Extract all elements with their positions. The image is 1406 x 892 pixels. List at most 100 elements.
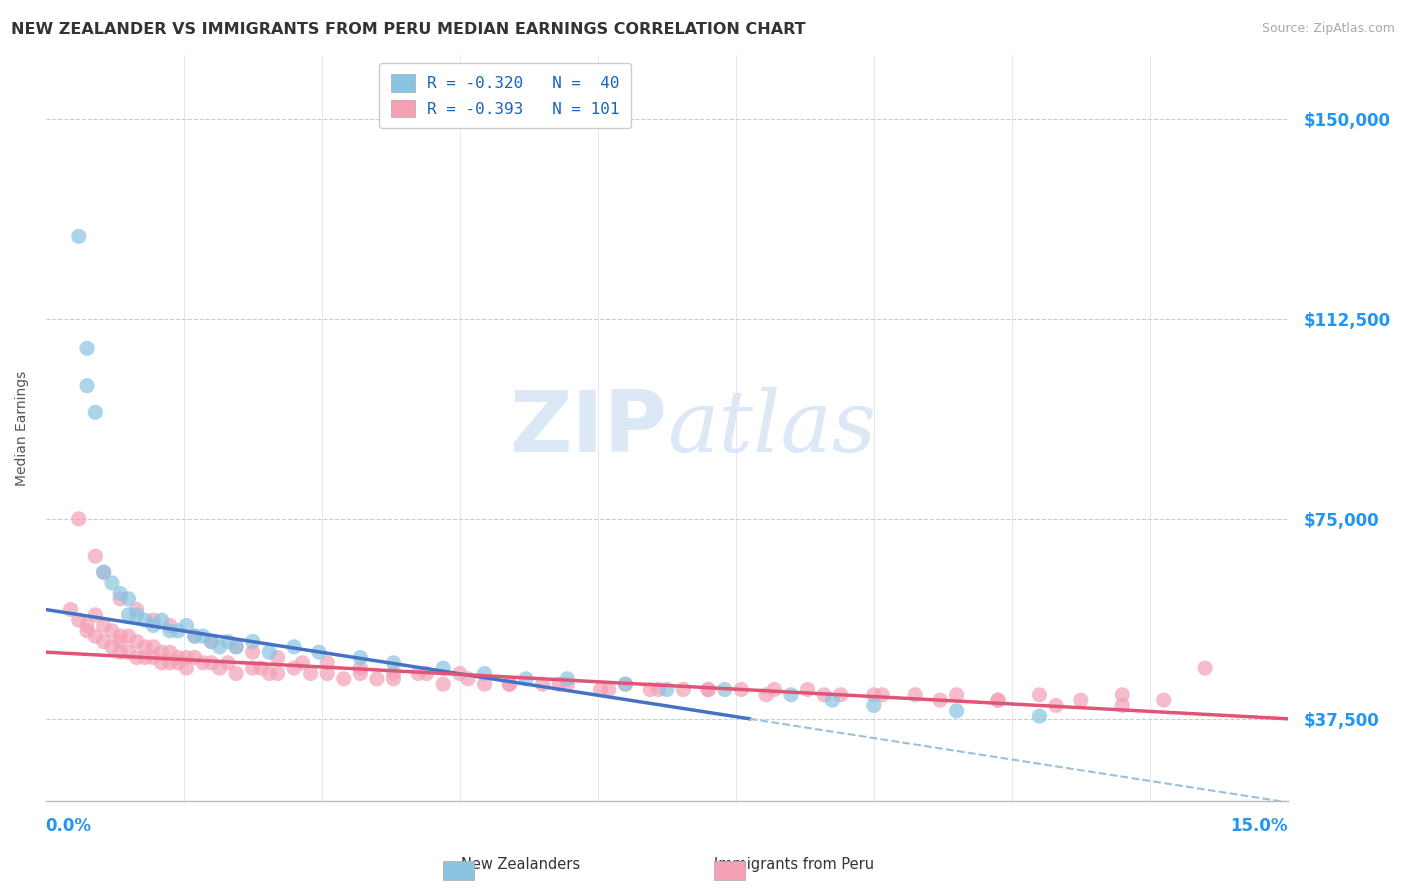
Point (76, 341, 98, 355)
Text: Immigrants from Peru: Immigrants from Peru (714, 857, 875, 872)
Point (498, 677, 520, 691)
Point (108, 634, 131, 648)
Point (67, 512, 90, 526)
Point (142, 613, 165, 627)
Point (242, 645, 264, 659)
Point (382, 672, 405, 686)
Point (93, 618, 115, 632)
Point (200, 634, 222, 648)
Point (142, 650, 165, 665)
Point (84, 549, 107, 564)
Point (259, 645, 281, 659)
Point (134, 650, 156, 665)
Point (531, 677, 554, 691)
Point (108, 586, 131, 600)
Point (291, 656, 314, 670)
Point (1153, 693, 1175, 707)
Point (266, 666, 288, 681)
Point (598, 682, 620, 697)
Point (225, 640, 247, 654)
Point (557, 677, 579, 691)
Text: 15.0%: 15.0% (1230, 817, 1288, 835)
Text: atlas: atlas (666, 387, 876, 469)
Point (242, 634, 264, 648)
Point (713, 682, 735, 697)
Point (283, 661, 305, 675)
Point (655, 682, 678, 697)
Point (76, 624, 98, 638)
Point (870, 688, 893, 702)
Point (101, 624, 124, 638)
Point (308, 645, 330, 659)
Point (200, 634, 222, 648)
Point (150, 645, 173, 659)
Point (159, 656, 181, 670)
Point (316, 666, 339, 681)
FancyBboxPatch shape (714, 861, 745, 880)
Text: New Zealanders: New Zealanders (461, 857, 579, 872)
Point (191, 629, 214, 643)
Point (167, 650, 190, 665)
Text: NEW ZEALANDER VS IMMIGRANTS FROM PERU MEDIAN EARNINGS CORRELATION CHART: NEW ZEALANDER VS IMMIGRANTS FROM PERU ME… (11, 22, 806, 37)
Point (1111, 688, 1133, 702)
Point (84, 629, 107, 643)
Point (1028, 709, 1050, 723)
Point (449, 666, 471, 681)
Point (647, 682, 669, 697)
Point (557, 672, 579, 686)
Point (225, 640, 247, 654)
Point (638, 682, 661, 697)
Point (159, 645, 181, 659)
Point (134, 640, 156, 654)
Point (945, 688, 967, 702)
Point (101, 640, 124, 654)
Point (432, 677, 454, 691)
Point (382, 656, 405, 670)
Point (108, 591, 131, 606)
Point (84, 405, 107, 419)
Point (217, 634, 239, 648)
Point (515, 672, 537, 686)
Point (904, 688, 927, 702)
Point (117, 645, 139, 659)
Point (134, 613, 156, 627)
Point (125, 634, 148, 648)
Point (76, 378, 98, 392)
Point (1194, 661, 1216, 675)
Point (59, 602, 82, 616)
Point (242, 661, 264, 675)
Point (159, 624, 181, 638)
Point (299, 666, 322, 681)
Point (349, 650, 371, 665)
Text: ZIP: ZIP (509, 387, 666, 470)
Point (415, 666, 437, 681)
Point (167, 624, 190, 638)
Point (614, 677, 637, 691)
Point (125, 650, 148, 665)
Point (929, 693, 952, 707)
Point (159, 618, 181, 632)
Point (780, 688, 803, 702)
Point (250, 661, 273, 675)
Legend: R = -0.320   N =  40, R = -0.393   N = 101: R = -0.320 N = 40, R = -0.393 N = 101 (380, 63, 631, 128)
Point (498, 677, 520, 691)
Point (408, 666, 430, 681)
Point (432, 661, 454, 675)
Point (987, 693, 1010, 707)
Point (93, 634, 115, 648)
Point (67, 613, 90, 627)
Point (830, 688, 852, 702)
Point (167, 656, 190, 670)
Point (117, 607, 139, 622)
Point (457, 672, 479, 686)
Point (184, 629, 207, 643)
Point (862, 688, 884, 702)
Point (548, 677, 571, 691)
Point (67, 229, 90, 244)
Point (108, 645, 131, 659)
Y-axis label: Median Earnings: Median Earnings (15, 371, 30, 486)
Point (184, 629, 207, 643)
Point (217, 656, 239, 670)
Point (589, 682, 612, 697)
Point (176, 661, 198, 675)
